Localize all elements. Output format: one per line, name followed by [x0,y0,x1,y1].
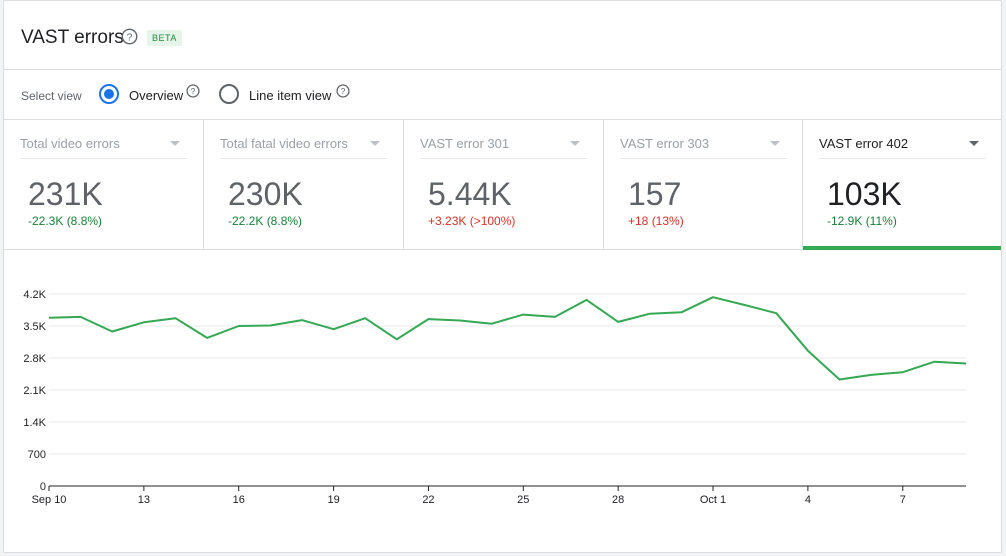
line-chart: 0 700 1.4K 2.1K 2.8K 3.5K 4.2K Sep 10 13 16 19 22 25… [4,251,1001,551]
metric-name: VAST error 301 [420,136,510,151]
metric-tile-total-fatal-video-errors[interactable]: Total fatal video errors 230K -22.2K (8.… [204,120,404,249]
line-item-view-radio[interactable] [219,84,239,104]
y-tick-label: 4.2K [23,289,46,301]
y-tick-label: 1.4K [23,417,46,429]
metric-name-underline [20,158,187,159]
x-tick-label: 22 [422,494,434,506]
metric-tile-vast-error-301[interactable]: VAST error 301 5.44K +3.23K (>100%) [404,120,604,249]
x-tick-label: Sep 10 [32,494,67,506]
metric-name: Total video errors [20,136,120,151]
metric-delta: -12.9K (11%) [827,214,897,228]
metric-value: 231K [28,176,103,212]
metric-value: 5.44K [428,176,512,212]
y-tick-label: 2.1K [23,385,46,397]
vast-errors-card: VAST errors ? BETA Select view Overview … [3,0,1002,553]
y-tick-label: 700 [28,449,46,461]
metric-delta: +3.23K (>100%) [428,214,516,228]
series-line [48,296,967,381]
metric-tile-vast-error-303[interactable]: VAST error 303 157 +18 (13%) [604,120,803,249]
y-tick-label: 0 [40,481,46,493]
metric-name: VAST error 303 [620,136,710,151]
chevron-down-icon[interactable] [969,141,979,146]
metric-delta: +18 (13%) [628,214,684,228]
chevron-down-icon[interactable] [370,141,380,146]
select-view-row: Select view Overview ? Line item view ? [4,70,1001,120]
x-tick-label: Oct 1 [700,494,726,506]
metric-tile-vast-error-402[interactable]: VAST error 402 103K -12.9K (11%) [803,120,1001,250]
x-tick-label: 25 [517,494,529,506]
overview-help-icon[interactable]: ? [186,84,200,103]
svg-text:?: ? [127,32,133,43]
y-tick-label: 3.5K [23,321,46,333]
svg-text:?: ? [191,86,196,96]
metric-tile-total-video-errors[interactable]: Total video errors 231K -22.3K (8.8%) [4,120,204,249]
y-tick-label: 2.8K [23,353,46,365]
metric-name-underline [819,158,986,159]
x-tick-label: 28 [612,494,624,506]
chevron-down-icon[interactable] [170,141,180,146]
line-item-view-help-icon[interactable]: ? [336,84,350,103]
metric-name-underline [620,158,787,159]
overview-option-label[interactable]: Overview [129,88,184,103]
overview-radio[interactable] [99,84,119,104]
metric-delta: -22.3K (8.8%) [28,214,103,228]
x-tick-label: 13 [138,494,150,506]
metric-name-underline [220,158,387,159]
card-title: VAST errors [21,27,124,48]
help-icon[interactable]: ? [121,28,138,50]
chevron-down-icon[interactable] [570,141,580,146]
svg-text:?: ? [341,86,346,96]
metric-delta: -22.2K (8.8%) [228,214,303,228]
x-tick-label: 7 [900,494,906,506]
chevron-down-icon[interactable] [770,141,780,146]
metric-value: 230K [228,176,303,212]
metric-name-underline [420,158,587,159]
metric-value: 157 [628,176,682,212]
x-tick-label: 19 [327,494,339,506]
x-tick-label: 4 [805,494,811,506]
active-tile-indicator [803,246,1001,250]
metric-name: Total fatal video errors [220,136,348,151]
beta-badge: BETA [147,30,182,46]
select-view-label: Select view [21,89,82,103]
metric-name: VAST error 402 [819,136,909,151]
chart-svg: 0 700 1.4K 2.1K 2.8K 3.5K 4.2K Sep 10 13 16 19 22 25… [23,289,967,506]
card-header: VAST errors ? BETA [4,1,1001,70]
metric-value: 103K [827,176,902,212]
metric-tiles: Total video errors 231K -22.3K (8.8%) To… [4,120,1001,250]
x-tick-label: 16 [233,494,245,506]
line-item-view-option-label[interactable]: Line item view [249,88,332,103]
